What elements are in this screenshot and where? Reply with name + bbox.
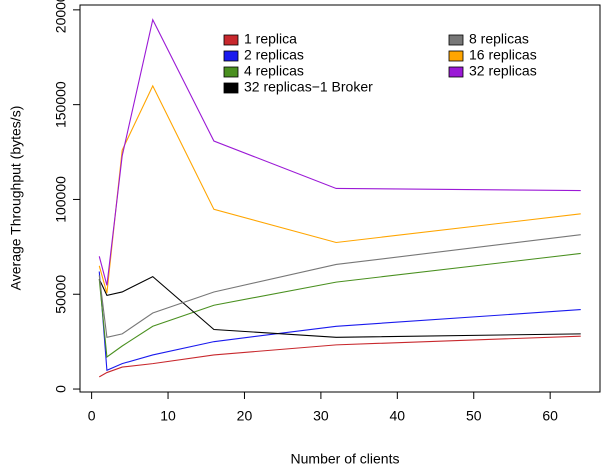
legend-label: 1 replica: [244, 31, 297, 47]
legend-label: 32 replicas−1 Broker: [244, 79, 373, 95]
legend-swatch: [448, 34, 464, 46]
x-tick-label: 30: [313, 408, 329, 424]
series-line: [98, 18, 581, 286]
y-tick-label: 200000: [53, 0, 69, 33]
legend-label: 16 replicas: [469, 47, 537, 63]
legend-swatch: [223, 50, 239, 62]
legend-swatch: [223, 66, 239, 78]
legend-swatch: [448, 50, 464, 62]
x-tick-label: 20: [237, 408, 253, 424]
series-line: [98, 275, 581, 338]
y-tick-label: 0: [53, 385, 69, 393]
legend-label: 4 replicas: [244, 63, 304, 79]
x-tick-label: 50: [466, 408, 482, 424]
series-line: [98, 271, 581, 372]
x-axis-label: Number of clients: [291, 451, 400, 467]
y-axis-label: Average Throughput (bytes/s): [8, 106, 24, 291]
legend-swatch: [223, 34, 239, 46]
series-line: [98, 234, 581, 338]
series-line: [98, 335, 581, 378]
x-tick-label: 60: [542, 408, 558, 424]
legend-swatch: [223, 82, 239, 94]
series-line: [98, 84, 581, 294]
legend-label: 2 replicas: [244, 47, 304, 63]
x-tick-label: 40: [390, 408, 406, 424]
legend-label: 8 replicas: [469, 31, 529, 47]
series-line: [98, 252, 581, 359]
legend-swatch: [448, 66, 464, 78]
y-tick-label: 100000: [53, 176, 69, 223]
x-tick-label: 0: [88, 408, 96, 424]
legend-label: 32 replicas: [469, 63, 537, 79]
x-tick-label: 10: [160, 408, 176, 424]
y-tick-label: 150000: [53, 81, 69, 128]
y-tick-label: 50000: [53, 275, 69, 314]
